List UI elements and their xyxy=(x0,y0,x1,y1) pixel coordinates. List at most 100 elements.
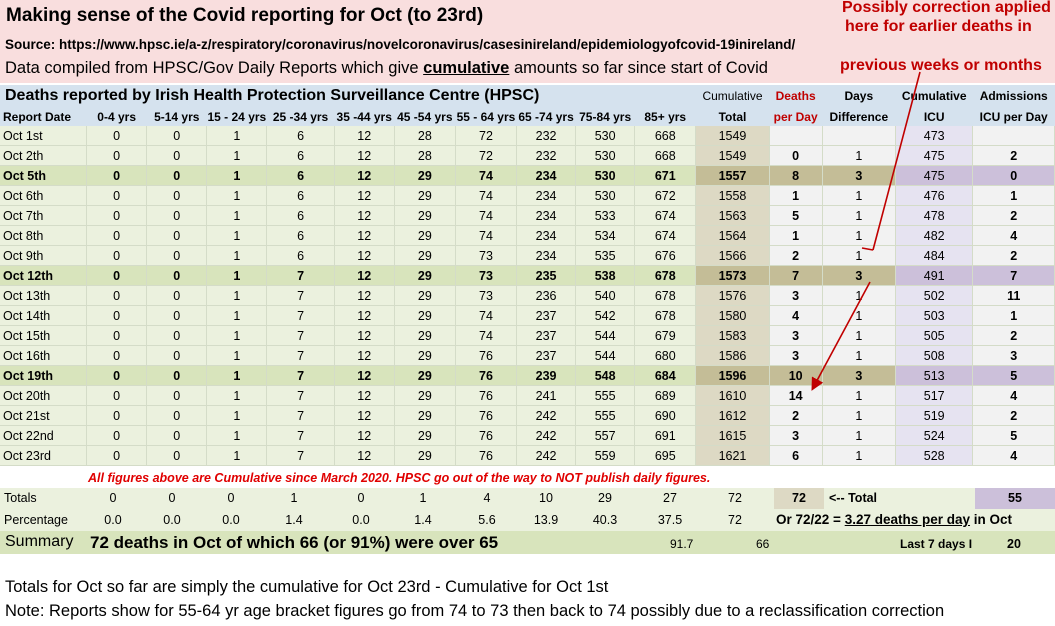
cell-a0: 0 xyxy=(86,185,148,206)
cell-a35: 12 xyxy=(334,305,395,326)
cell-icu-day: 2 xyxy=(972,245,1055,266)
cell-date: Oct 20th xyxy=(0,385,88,406)
cell-icu: 484 xyxy=(895,245,974,266)
cell-total: 1557 xyxy=(695,165,770,186)
cell-date: Oct 22nd xyxy=(0,425,88,446)
totals-value: 4 xyxy=(483,491,491,505)
cell-a0: 0 xyxy=(86,445,148,466)
cell-total: 1564 xyxy=(695,225,770,246)
cell-icu: 473 xyxy=(895,126,974,146)
cell-a65: 232 xyxy=(516,145,577,166)
cell-a65: 235 xyxy=(516,265,577,286)
summary-last7-label: Last 7 days I xyxy=(900,537,973,551)
cell-total: 1621 xyxy=(695,445,770,466)
percentage-value: 0.0 xyxy=(163,513,181,527)
cell-icu: 475 xyxy=(895,145,974,166)
cell-a55: 72 xyxy=(455,145,518,166)
table-row: Oct 16th 0 0 1 7 12 29 76 237 544 680 1586 3 1 508 3 xyxy=(0,345,1055,366)
table-row: Oct 6th 0 0 1 6 12 29 74 234 530 672 1558 1 1 476 1 xyxy=(0,185,1055,206)
cell-a75: 538 xyxy=(575,265,636,286)
cell-a85: 678 xyxy=(634,305,697,326)
cell-a25: 6 xyxy=(266,245,335,266)
cell-diff: 1 xyxy=(822,325,896,346)
cell-a85: 676 xyxy=(634,245,697,266)
cell-date: Oct 1st xyxy=(0,126,88,146)
cell-a45: 29 xyxy=(394,305,456,326)
cell-diff: 1 xyxy=(822,225,896,246)
cell-diff xyxy=(822,126,896,146)
cell-a55: 74 xyxy=(455,185,518,206)
cell-a45: 29 xyxy=(394,445,456,466)
cell-a65: 237 xyxy=(516,305,577,326)
cell-a0: 0 xyxy=(86,225,148,246)
cell-a45: 28 xyxy=(394,126,456,146)
cell-icu: 517 xyxy=(895,385,974,406)
cell-a65: 237 xyxy=(516,345,577,366)
cell-total: 1549 xyxy=(695,145,770,166)
cell-a45: 29 xyxy=(394,185,456,206)
cell-a5: 0 xyxy=(146,165,208,186)
cell-total: 1612 xyxy=(695,405,770,426)
cell-icu: 502 xyxy=(895,285,974,306)
cell-a55: 76 xyxy=(455,425,518,446)
cell-a0: 0 xyxy=(86,145,148,166)
totals-value: 0 xyxy=(168,491,176,505)
cell-a25: 7 xyxy=(266,285,335,306)
source-line: Source: https://www.hpsc.ie/a-z/respirat… xyxy=(5,37,796,52)
cell-a85: 678 xyxy=(634,285,697,306)
cell-icu-day: 4 xyxy=(972,225,1055,246)
cell-date: Oct 5th xyxy=(0,165,88,186)
cell-icu-day: 7 xyxy=(972,265,1055,286)
cell-date: Oct 9th xyxy=(0,245,88,266)
data-description-bold: cumulative xyxy=(423,59,510,77)
cell-a15: 1 xyxy=(206,185,268,206)
deaths-per-day-note: Or 72/22 = 3.27 deaths per day in Oct xyxy=(776,512,1012,527)
cell-a55: 74 xyxy=(455,325,518,346)
cell-a65: 234 xyxy=(516,225,577,246)
cell-icu-day: 2 xyxy=(972,325,1055,346)
header-days: Days xyxy=(822,85,896,107)
cell-a5: 0 xyxy=(146,245,208,266)
cell-a25: 6 xyxy=(266,145,335,166)
cell-a65: 234 xyxy=(516,205,577,226)
cell-icu-day: 11 xyxy=(972,285,1055,306)
totals-arrow-label: <-- Total xyxy=(829,491,878,505)
cell-a15: 1 xyxy=(206,225,268,246)
cell-date: Oct 19th xyxy=(0,365,88,386)
cell-diff: 1 xyxy=(822,345,896,366)
cell-a75: 559 xyxy=(575,445,636,466)
cell-date: Oct 12th xyxy=(0,265,88,286)
cell-a25: 6 xyxy=(266,185,335,206)
cell-diff: 1 xyxy=(822,405,896,426)
page-title: Making sense of the Covid reporting for … xyxy=(6,5,484,26)
table-title: Deaths reported by Irish Health Protecti… xyxy=(0,85,696,107)
percentage-value: 37.5 xyxy=(657,513,683,527)
cell-icu-day xyxy=(972,126,1055,146)
cell-a5: 0 xyxy=(146,365,208,386)
cell-total: 1583 xyxy=(695,325,770,346)
cell-a75: 534 xyxy=(575,225,636,246)
cell-a0: 0 xyxy=(86,405,148,426)
cell-a45: 29 xyxy=(394,365,456,386)
cell-a65: 237 xyxy=(516,325,577,346)
data-description-pre: Data compiled from HPSC/Gov Daily Report… xyxy=(5,59,424,77)
cell-a85: 680 xyxy=(634,345,697,366)
table-row: Oct 7th 0 0 1 6 12 29 74 234 533 674 1563 5 1 478 2 xyxy=(0,205,1055,226)
cell-a5: 0 xyxy=(146,185,208,206)
cell-a75: 530 xyxy=(575,126,636,146)
cell-a0: 0 xyxy=(86,345,148,366)
cell-a25: 6 xyxy=(266,165,335,186)
deaths-per-day-note-note-link: deaths per day xyxy=(870,512,971,527)
cell-a15: 1 xyxy=(206,425,268,446)
cell-a35: 12 xyxy=(334,145,395,166)
cell-a55: 73 xyxy=(455,245,518,266)
cell-a35: 12 xyxy=(334,405,395,426)
cell-icu-day: 4 xyxy=(972,385,1055,406)
cell-a35: 12 xyxy=(334,126,395,146)
cell-per-day: 1 xyxy=(769,225,823,246)
correction-note-line-2: here for earlier deaths in xyxy=(845,18,1032,35)
cell-icu: 519 xyxy=(895,405,974,426)
cell-a55: 76 xyxy=(455,385,518,406)
cell-total: 1576 xyxy=(695,285,770,306)
cell-a15: 1 xyxy=(206,165,268,186)
